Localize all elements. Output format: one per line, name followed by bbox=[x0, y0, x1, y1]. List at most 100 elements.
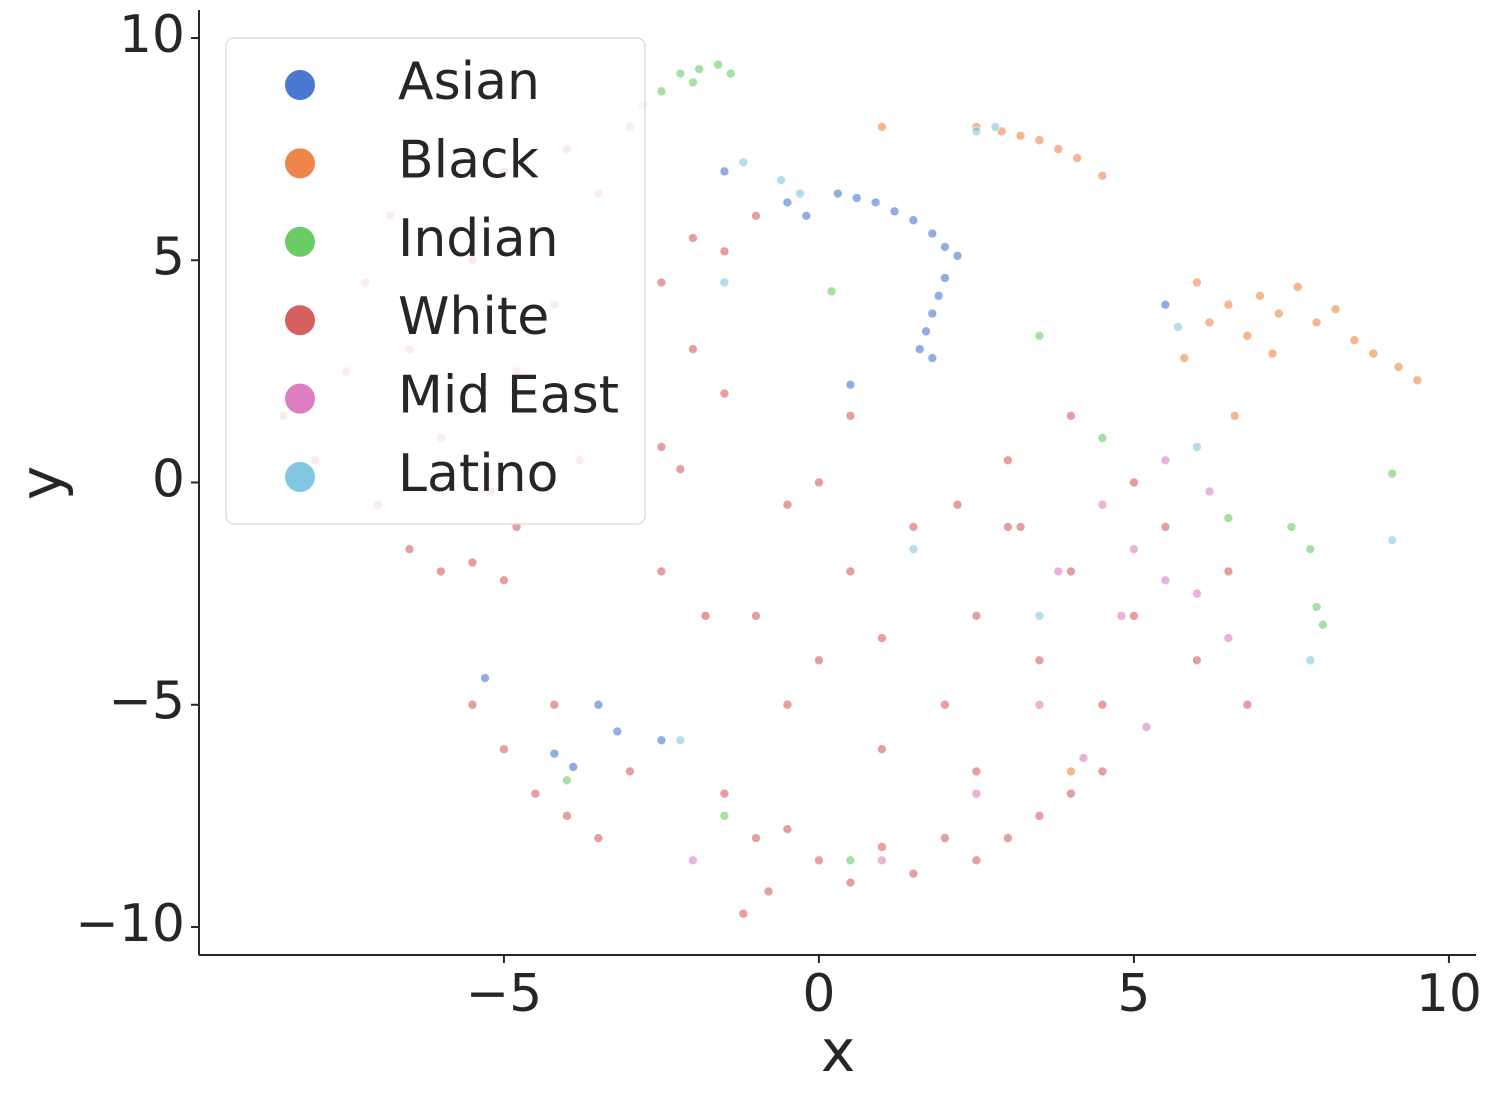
point bbox=[1034, 611, 1045, 621]
point bbox=[814, 855, 824, 866]
point bbox=[499, 744, 509, 754]
point bbox=[1015, 522, 1026, 532]
point bbox=[1311, 602, 1322, 612]
point bbox=[971, 611, 982, 621]
point bbox=[845, 855, 856, 866]
point bbox=[877, 855, 887, 866]
point bbox=[719, 277, 730, 288]
point bbox=[870, 197, 881, 208]
point bbox=[1034, 331, 1045, 341]
point bbox=[719, 788, 730, 799]
point bbox=[713, 59, 723, 70]
point bbox=[467, 699, 478, 710]
point bbox=[1003, 522, 1013, 532]
point bbox=[1349, 335, 1360, 346]
point bbox=[688, 77, 698, 88]
legend-label: Black bbox=[398, 130, 539, 190]
point bbox=[719, 166, 730, 177]
point bbox=[1204, 317, 1215, 328]
point bbox=[1116, 611, 1127, 621]
point bbox=[738, 908, 749, 919]
point bbox=[1192, 442, 1202, 452]
point bbox=[1053, 566, 1064, 577]
point bbox=[940, 699, 950, 710]
point bbox=[1097, 766, 1108, 777]
legend: Asian Black Indian White Mid East Latino bbox=[225, 37, 646, 525]
point bbox=[1305, 655, 1316, 666]
point bbox=[1160, 522, 1171, 532]
point bbox=[593, 699, 604, 710]
ticks: −5 0 5 10 −10 −5 0 5 10 bbox=[75, 5, 1482, 1024]
legend-marker bbox=[285, 226, 315, 257]
point bbox=[549, 699, 560, 710]
point bbox=[1179, 353, 1190, 363]
point bbox=[1204, 486, 1215, 497]
legend-label: Indian bbox=[398, 209, 559, 269]
legend-marker bbox=[285, 462, 315, 492]
point bbox=[688, 233, 698, 243]
point bbox=[971, 126, 982, 137]
point bbox=[1015, 130, 1026, 141]
point bbox=[845, 411, 856, 421]
point bbox=[845, 877, 856, 888]
point bbox=[933, 291, 944, 301]
point bbox=[656, 442, 667, 452]
point bbox=[927, 308, 938, 319]
point bbox=[877, 842, 887, 852]
y-tick-label: 10 bbox=[119, 5, 185, 65]
point bbox=[480, 673, 490, 683]
point bbox=[549, 748, 560, 759]
point bbox=[971, 766, 982, 777]
point bbox=[1229, 411, 1240, 421]
point bbox=[751, 211, 761, 221]
point bbox=[908, 215, 919, 226]
point bbox=[1242, 331, 1253, 341]
point bbox=[1330, 304, 1341, 314]
point bbox=[530, 788, 541, 799]
point bbox=[1223, 299, 1234, 310]
point bbox=[1129, 611, 1139, 621]
point bbox=[845, 379, 856, 390]
point bbox=[971, 855, 982, 866]
y-tick-label: −10 bbox=[75, 894, 185, 954]
point bbox=[927, 353, 938, 363]
point bbox=[1192, 588, 1202, 599]
point bbox=[1072, 153, 1083, 163]
point bbox=[751, 611, 761, 621]
point bbox=[952, 251, 963, 261]
point bbox=[404, 544, 415, 554]
point bbox=[1242, 699, 1253, 710]
point bbox=[801, 211, 812, 221]
point bbox=[1192, 277, 1202, 288]
y-tick-label: 5 bbox=[152, 227, 185, 287]
point bbox=[1160, 575, 1171, 586]
x-tick-label: 0 bbox=[802, 964, 835, 1024]
legend-label: Mid East bbox=[398, 366, 619, 426]
point bbox=[1223, 513, 1234, 523]
point bbox=[700, 611, 711, 621]
point bbox=[568, 762, 579, 772]
point bbox=[562, 775, 572, 786]
point bbox=[725, 68, 736, 79]
point bbox=[940, 242, 950, 252]
point bbox=[1003, 455, 1013, 466]
point bbox=[562, 811, 572, 821]
point bbox=[719, 388, 730, 399]
point bbox=[921, 326, 931, 337]
point bbox=[782, 197, 793, 208]
point bbox=[1318, 619, 1328, 630]
point bbox=[1097, 433, 1108, 443]
point bbox=[656, 566, 667, 577]
point bbox=[877, 744, 887, 754]
point bbox=[782, 499, 793, 510]
point bbox=[1255, 291, 1265, 301]
point bbox=[625, 766, 635, 777]
point bbox=[751, 833, 761, 843]
point bbox=[833, 188, 843, 199]
point bbox=[1387, 468, 1398, 479]
legend-label: Asian bbox=[398, 52, 540, 112]
point bbox=[1173, 322, 1183, 332]
point bbox=[1160, 299, 1171, 310]
point bbox=[908, 868, 919, 879]
